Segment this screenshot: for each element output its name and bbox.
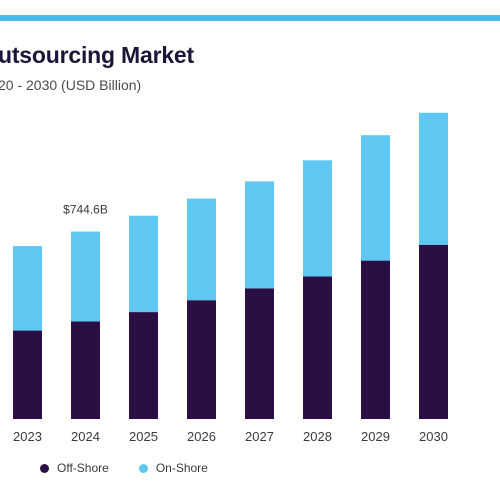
x-tick-label-2024: 2024: [71, 429, 100, 444]
bar-off-shore-2030: [419, 244, 448, 419]
bar-on-shore-2024: [71, 231, 100, 322]
legend-marker-off-shore: [40, 463, 49, 473]
chart-subtitle: 20 - 2030 (USD Billion): [0, 77, 142, 93]
x-tick-label-2029: 2029: [361, 429, 390, 444]
bar-on-shore-2027: [245, 181, 274, 289]
legend-marker-on-shore: [138, 463, 148, 473]
bar-off-shore-2025: [129, 312, 158, 419]
bar-off-shore-2028: [303, 276, 332, 419]
x-tick-label-2023: 2023: [13, 429, 42, 444]
x-tick-label-2027: 2027: [245, 429, 274, 444]
bar-on-shore-2030: [419, 112, 448, 245]
chart-legend: Off-Shore On-Shore: [40, 461, 238, 475]
legend-label-off-shore: Off-Shore: [57, 461, 109, 475]
header-accent-bar: [0, 15, 500, 21]
bar-on-shore-2026: [187, 198, 216, 301]
bar-on-shore-2028: [303, 160, 332, 277]
bar-on-shore-2023: [13, 246, 42, 331]
legend-label-on-shore: On-Shore: [155, 461, 208, 475]
bar-on-shore-2029: [361, 135, 390, 261]
data-label-2024: $744.6B: [63, 203, 108, 217]
x-tick-label-2028: 2028: [303, 429, 332, 444]
x-tick-label-2030: 2030: [419, 429, 448, 444]
bar-off-shore-2026: [187, 300, 216, 419]
chart-title: utsourcing Market: [0, 42, 194, 68]
x-tick-label-2026: 2026: [187, 429, 216, 444]
bar-off-shore-2024: [71, 321, 100, 419]
legend-item-off-shore: Off-Shore: [40, 461, 109, 475]
bar-on-shore-2025: [129, 215, 158, 313]
bar-off-shore-2027: [245, 288, 274, 419]
bar-off-shore-2023: [13, 330, 42, 419]
bar-off-shore-2029: [361, 260, 390, 419]
x-tick-label-2025: 2025: [129, 429, 158, 444]
legend-item-on-shore: On-Shore: [138, 461, 208, 475]
